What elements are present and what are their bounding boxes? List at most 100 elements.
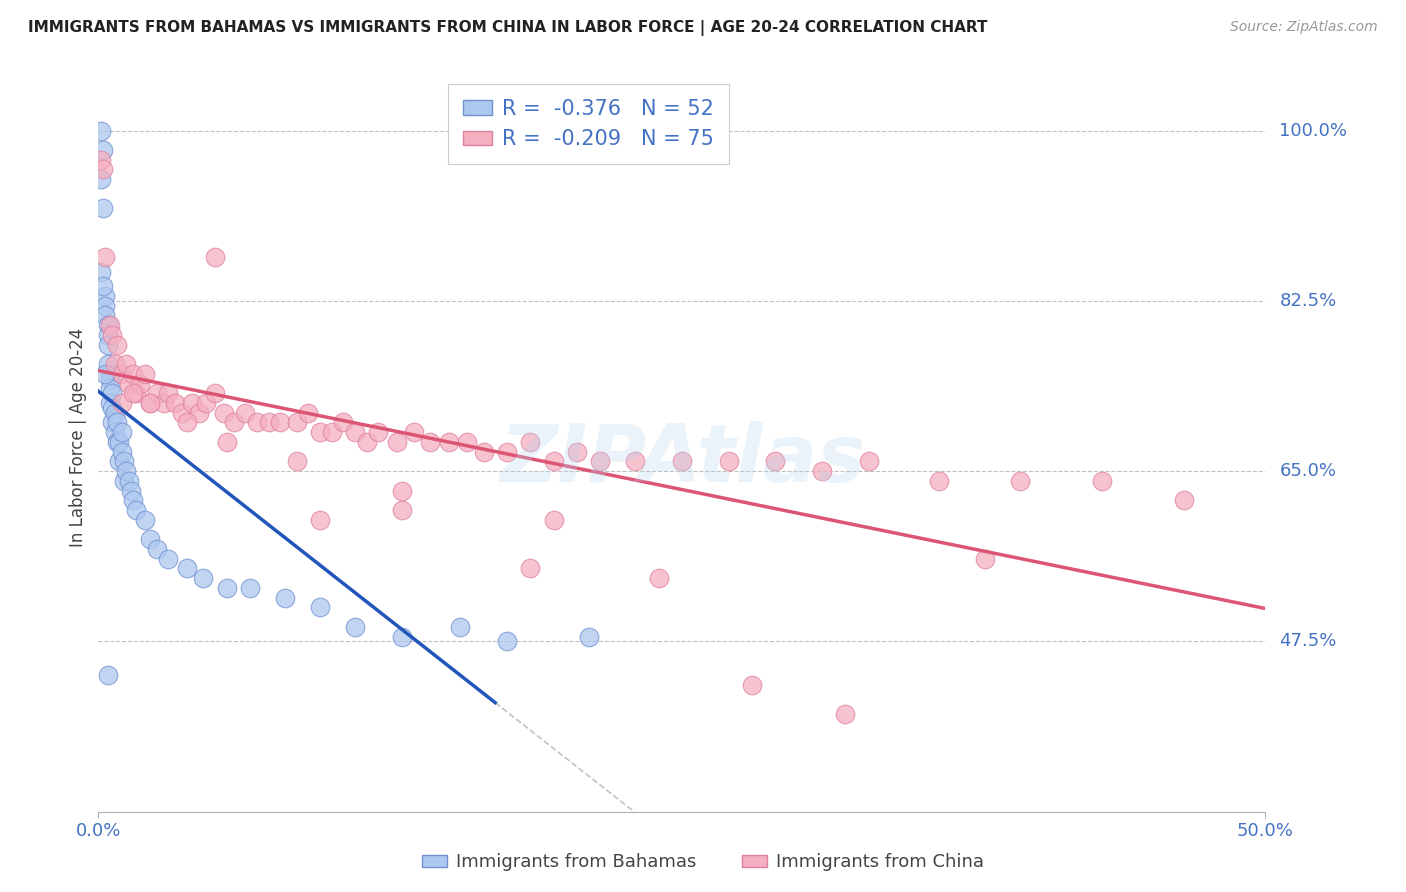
Point xyxy=(115,357,138,371)
Point xyxy=(108,434,131,449)
Point xyxy=(321,425,343,440)
Point xyxy=(578,630,600,644)
Point xyxy=(139,396,162,410)
Point xyxy=(157,386,180,401)
Point xyxy=(496,444,519,458)
Point xyxy=(172,406,194,420)
Point xyxy=(285,416,308,430)
Point xyxy=(157,551,180,566)
Point xyxy=(717,454,740,468)
Point xyxy=(90,153,112,167)
Point xyxy=(257,416,280,430)
Point xyxy=(309,600,332,615)
Point xyxy=(519,561,541,575)
Point xyxy=(928,474,950,488)
Point xyxy=(122,367,145,381)
Point xyxy=(139,396,162,410)
Point xyxy=(176,416,198,430)
Point xyxy=(98,367,121,381)
Point xyxy=(101,386,124,401)
Point xyxy=(101,327,124,342)
Point xyxy=(94,367,117,381)
Point xyxy=(94,250,117,264)
Point xyxy=(402,425,425,440)
Point xyxy=(741,678,763,692)
Point xyxy=(437,434,460,449)
Point xyxy=(519,434,541,449)
Point xyxy=(97,337,120,351)
Point xyxy=(834,707,856,722)
Legend: Immigrants from Bahamas, Immigrants from China: Immigrants from Bahamas, Immigrants from… xyxy=(415,847,991,879)
Point xyxy=(122,386,145,401)
Point xyxy=(1091,474,1114,488)
Point xyxy=(105,434,128,449)
Text: 47.5%: 47.5% xyxy=(1279,632,1337,650)
Point xyxy=(112,474,135,488)
Point xyxy=(111,396,134,410)
Point xyxy=(118,376,141,391)
Text: ZIPAtlas: ZIPAtlas xyxy=(499,420,865,499)
Point xyxy=(239,581,262,595)
Text: 65.0%: 65.0% xyxy=(1279,462,1337,480)
Point xyxy=(1010,474,1032,488)
Point xyxy=(97,357,120,371)
Point xyxy=(344,620,367,634)
Point xyxy=(91,279,114,293)
Point xyxy=(565,444,588,458)
Point xyxy=(624,454,647,468)
Point xyxy=(98,381,121,395)
Point xyxy=(94,289,117,303)
Point xyxy=(108,454,131,468)
Point xyxy=(97,668,120,682)
Legend: R =  -0.376   N = 52, R =  -0.209   N = 75: R = -0.376 N = 52, R = -0.209 N = 75 xyxy=(449,84,728,163)
Point xyxy=(105,337,128,351)
Point xyxy=(97,327,120,342)
Point xyxy=(111,425,134,440)
Point xyxy=(235,406,257,420)
Point xyxy=(1173,493,1195,508)
Point xyxy=(111,444,134,458)
Point xyxy=(97,318,120,333)
Point xyxy=(647,571,669,585)
Point xyxy=(858,454,880,468)
Point xyxy=(115,464,138,478)
Point xyxy=(125,503,148,517)
Point xyxy=(309,425,332,440)
Point xyxy=(122,493,145,508)
Point xyxy=(105,416,128,430)
Point xyxy=(125,386,148,401)
Point xyxy=(194,396,217,410)
Point xyxy=(94,309,117,323)
Text: IMMIGRANTS FROM BAHAMAS VS IMMIGRANTS FROM CHINA IN LABOR FORCE | AGE 20-24 CORR: IMMIGRANTS FROM BAHAMAS VS IMMIGRANTS FR… xyxy=(28,20,987,36)
Point xyxy=(98,318,121,333)
Point xyxy=(367,425,389,440)
Point xyxy=(222,416,245,430)
Point xyxy=(589,454,612,468)
Point xyxy=(120,483,142,498)
Point xyxy=(543,454,565,468)
Point xyxy=(811,464,834,478)
Point xyxy=(139,533,162,547)
Point xyxy=(204,386,226,401)
Point xyxy=(419,434,441,449)
Point xyxy=(112,454,135,468)
Point xyxy=(344,425,367,440)
Point xyxy=(193,571,215,585)
Point xyxy=(274,591,297,605)
Point xyxy=(152,396,174,410)
Point xyxy=(391,483,413,498)
Point xyxy=(129,376,152,391)
Point xyxy=(90,123,112,137)
Point xyxy=(187,406,209,420)
Point xyxy=(180,396,202,410)
Point xyxy=(391,630,413,644)
Point xyxy=(104,425,127,440)
Point xyxy=(974,551,997,566)
Point xyxy=(176,561,198,575)
Point xyxy=(146,541,169,556)
Point xyxy=(214,406,236,420)
Text: 82.5%: 82.5% xyxy=(1279,292,1337,310)
Point xyxy=(98,372,121,386)
Point xyxy=(98,396,121,410)
Text: 100.0%: 100.0% xyxy=(1279,121,1347,139)
